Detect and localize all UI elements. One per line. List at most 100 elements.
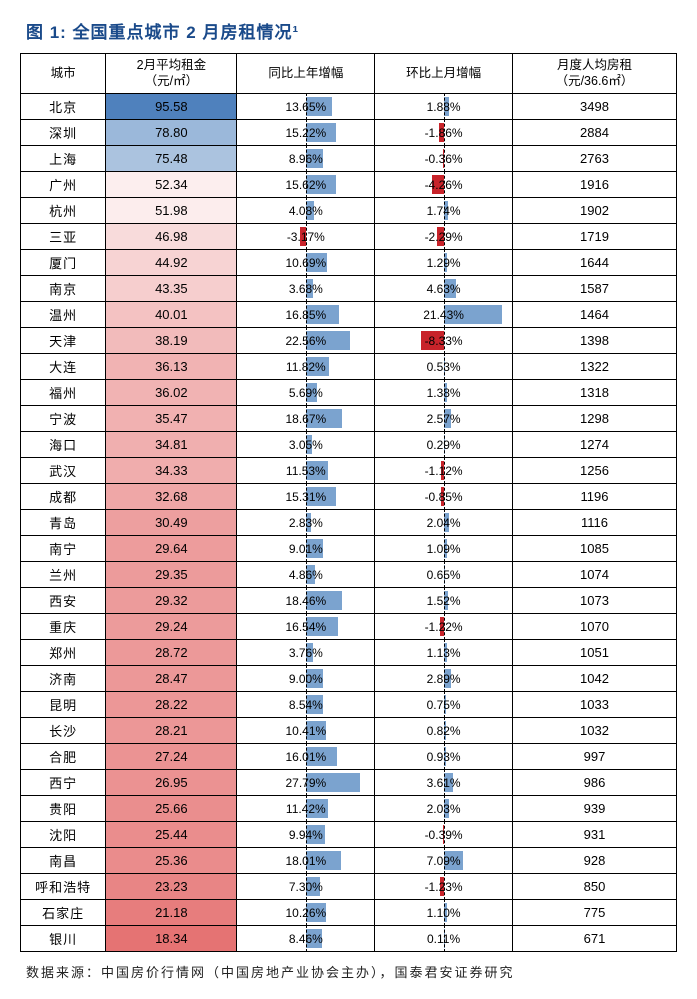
yoy-cell: 10.69% [237, 250, 375, 276]
pct-value: 4.08% [289, 204, 323, 218]
rent-value: 29.35 [155, 567, 188, 582]
table-row: 上海75.488.96%-0.36%2763 [21, 146, 677, 172]
city-cell: 贵阳 [21, 796, 106, 822]
mom-cell: 0.75% [375, 692, 513, 718]
mom-cell: 1.52% [375, 588, 513, 614]
avg-cell: 671 [512, 926, 676, 952]
city-cell: 重庆 [21, 614, 106, 640]
mom-cell: -0.85% [375, 484, 513, 510]
yoy-cell: 16.85% [237, 302, 375, 328]
city-cell: 南昌 [21, 848, 106, 874]
mom-cell: 0.29% [375, 432, 513, 458]
mom-cell: 0.82% [375, 718, 513, 744]
pct-value: 10.69% [285, 256, 326, 270]
pct-value: 0.53% [427, 360, 461, 374]
rent-value: 46.98 [155, 229, 188, 244]
yoy-cell: 16.54% [237, 614, 375, 640]
table-header-row: 城市 2月平均租金（元/㎡） 同比上年增幅 环比上月增幅 月度人均房租（元/36… [21, 54, 677, 94]
pct-value: 16.85% [285, 308, 326, 322]
mom-cell: -0.39% [375, 822, 513, 848]
rent-cell: 52.34 [106, 172, 237, 198]
mom-cell: 0.93% [375, 744, 513, 770]
avg-cell: 1644 [512, 250, 676, 276]
table-row: 兰州29.354.86%0.65%1074 [21, 562, 677, 588]
rent-cell: 25.36 [106, 848, 237, 874]
yoy-cell: 9.00% [237, 666, 375, 692]
rent-cell: 75.48 [106, 146, 237, 172]
rent-cell: 43.35 [106, 276, 237, 302]
mom-cell: 2.89% [375, 666, 513, 692]
city-cell: 西宁 [21, 770, 106, 796]
table-row: 贵阳25.6611.42%2.03%939 [21, 796, 677, 822]
avg-cell: 1074 [512, 562, 676, 588]
rent-value: 23.23 [155, 879, 188, 894]
pct-value: 15.31% [285, 490, 326, 504]
rent-cell: 29.24 [106, 614, 237, 640]
data-source: 数据来源：中国房价行情网（中国房地产业协会主办），国泰君安证券研究 [26, 962, 677, 981]
city-cell: 西安 [21, 588, 106, 614]
yoy-cell: 15.22% [237, 120, 375, 146]
table-row: 大连36.1311.82%0.53%1322 [21, 354, 677, 380]
city-cell: 广州 [21, 172, 106, 198]
pct-value: 4.86% [289, 568, 323, 582]
pct-value: 27.79% [285, 776, 326, 790]
pct-value: 1.13% [427, 646, 461, 660]
rent-cell: 51.98 [106, 198, 237, 224]
mom-cell: 2.03% [375, 796, 513, 822]
rent-value: 30.49 [155, 515, 188, 530]
pct-value: -1.12% [425, 464, 463, 478]
pct-value: 11.42% [286, 802, 326, 816]
rent-value: 95.58 [155, 99, 188, 114]
rent-cell: 25.66 [106, 796, 237, 822]
rent-cell: 29.64 [106, 536, 237, 562]
city-cell: 宁波 [21, 406, 106, 432]
mom-cell: 1.74% [375, 198, 513, 224]
avg-cell: 1116 [512, 510, 676, 536]
yoy-cell: 11.42% [237, 796, 375, 822]
pct-value: -1.23% [425, 880, 463, 894]
avg-cell: 850 [512, 874, 676, 900]
table-row: 呼和浩特23.237.30%-1.23%850 [21, 874, 677, 900]
pct-value: -3.17% [287, 230, 325, 244]
city-cell: 武汉 [21, 458, 106, 484]
city-cell: 济南 [21, 666, 106, 692]
rent-cell: 18.34 [106, 926, 237, 952]
yoy-cell: 4.86% [237, 562, 375, 588]
table-row: 西宁26.9527.79%3.61%986 [21, 770, 677, 796]
pct-value: 7.30% [289, 880, 323, 894]
rent-value: 26.95 [155, 775, 188, 790]
pct-value: -8.33% [425, 334, 463, 348]
yoy-cell: 15.31% [237, 484, 375, 510]
city-cell: 上海 [21, 146, 106, 172]
yoy-cell: 15.62% [237, 172, 375, 198]
avg-cell: 1719 [512, 224, 676, 250]
rent-cell: 34.33 [106, 458, 237, 484]
mom-cell: 0.11% [375, 926, 513, 952]
pct-value: 2.03% [427, 802, 461, 816]
mom-cell: -4.26% [375, 172, 513, 198]
mom-cell: 7.09% [375, 848, 513, 874]
avg-cell: 1032 [512, 718, 676, 744]
rent-cell: 44.92 [106, 250, 237, 276]
pct-value: 1.09% [427, 542, 461, 556]
table-row: 天津38.1922.56%-8.33%1398 [21, 328, 677, 354]
city-cell: 深圳 [21, 120, 106, 146]
table-row: 沈阳25.449.94%-0.39%931 [21, 822, 677, 848]
city-cell: 石家庄 [21, 900, 106, 926]
rent-cell: 34.81 [106, 432, 237, 458]
yoy-cell: 3.68% [237, 276, 375, 302]
pct-value: 0.11% [427, 932, 460, 946]
pct-value: 11.82% [286, 360, 326, 374]
rent-table: 城市 2月平均租金（元/㎡） 同比上年增幅 环比上月增幅 月度人均房租（元/36… [20, 53, 677, 952]
yoy-cell: 9.94% [237, 822, 375, 848]
rent-value: 28.21 [155, 723, 188, 738]
pct-value: 3.76% [289, 646, 323, 660]
rent-cell: 28.22 [106, 692, 237, 718]
pct-value: 11.53% [286, 464, 326, 478]
yoy-cell: 18.46% [237, 588, 375, 614]
mom-cell: 0.53% [375, 354, 513, 380]
avg-cell: 3498 [512, 94, 676, 120]
rent-value: 28.47 [155, 671, 188, 686]
avg-cell: 2884 [512, 120, 676, 146]
yoy-cell: 18.01% [237, 848, 375, 874]
